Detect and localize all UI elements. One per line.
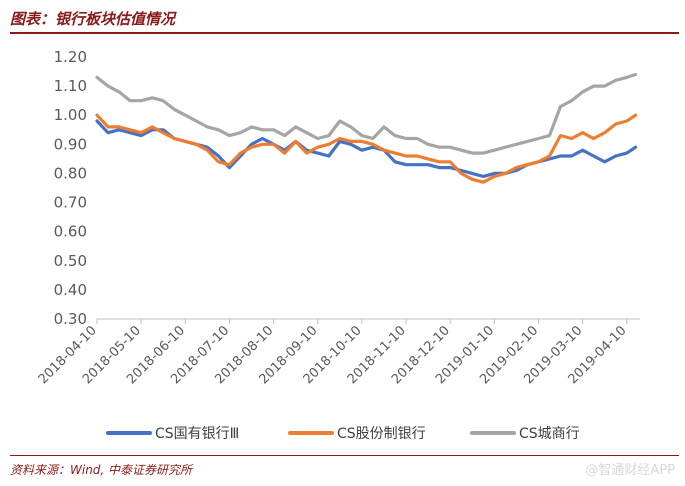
y-tick-label: 0.40 (54, 281, 87, 299)
series-line-3 (95, 72, 638, 155)
y-tick-label: 0.60 (54, 223, 87, 241)
legend-label-2: CS股份制银行 (337, 426, 426, 442)
y-tick-label: 0.80 (54, 164, 87, 182)
chart-title: 图表：银行板块估值情况 (10, 10, 176, 28)
title-divider (10, 32, 679, 34)
y-tick-label: 0.30 (54, 310, 87, 328)
series-line-2 (95, 113, 638, 184)
y-tick-label: 0.50 (54, 252, 87, 270)
series-lines (95, 72, 638, 184)
footer-divider (10, 455, 679, 456)
y-tick-label: 1.10 (54, 77, 87, 95)
x-axis: 2018-04-102018-05-102018-06-102018-07-10… (36, 318, 640, 387)
legend-label-3: CS城商行 (519, 426, 580, 442)
y-tick-label: 1.20 (54, 48, 87, 66)
y-tick-label: 0.70 (54, 194, 87, 212)
legend: CS国有银行Ⅲ CS股份制银行 CS城商行 (106, 426, 580, 442)
y-tick-label: 0.90 (54, 135, 87, 153)
y-axis: 0.30 0.40 0.50 0.60 0.70 0.80 0.90 1.00 1.10 1.20 (54, 48, 87, 328)
chart-area: 0.30 0.40 0.50 0.60 0.70 0.80 0.90 1.00 1.10 1.20… (36, 48, 640, 442)
legend-label-1: CS国有银行Ⅲ (155, 426, 239, 442)
watermark: @智通财经APP (585, 463, 675, 478)
y-tick-label: 1.00 (54, 106, 87, 124)
source-note: 资料来源：Wind, 中泰证券研究所 (10, 463, 193, 477)
